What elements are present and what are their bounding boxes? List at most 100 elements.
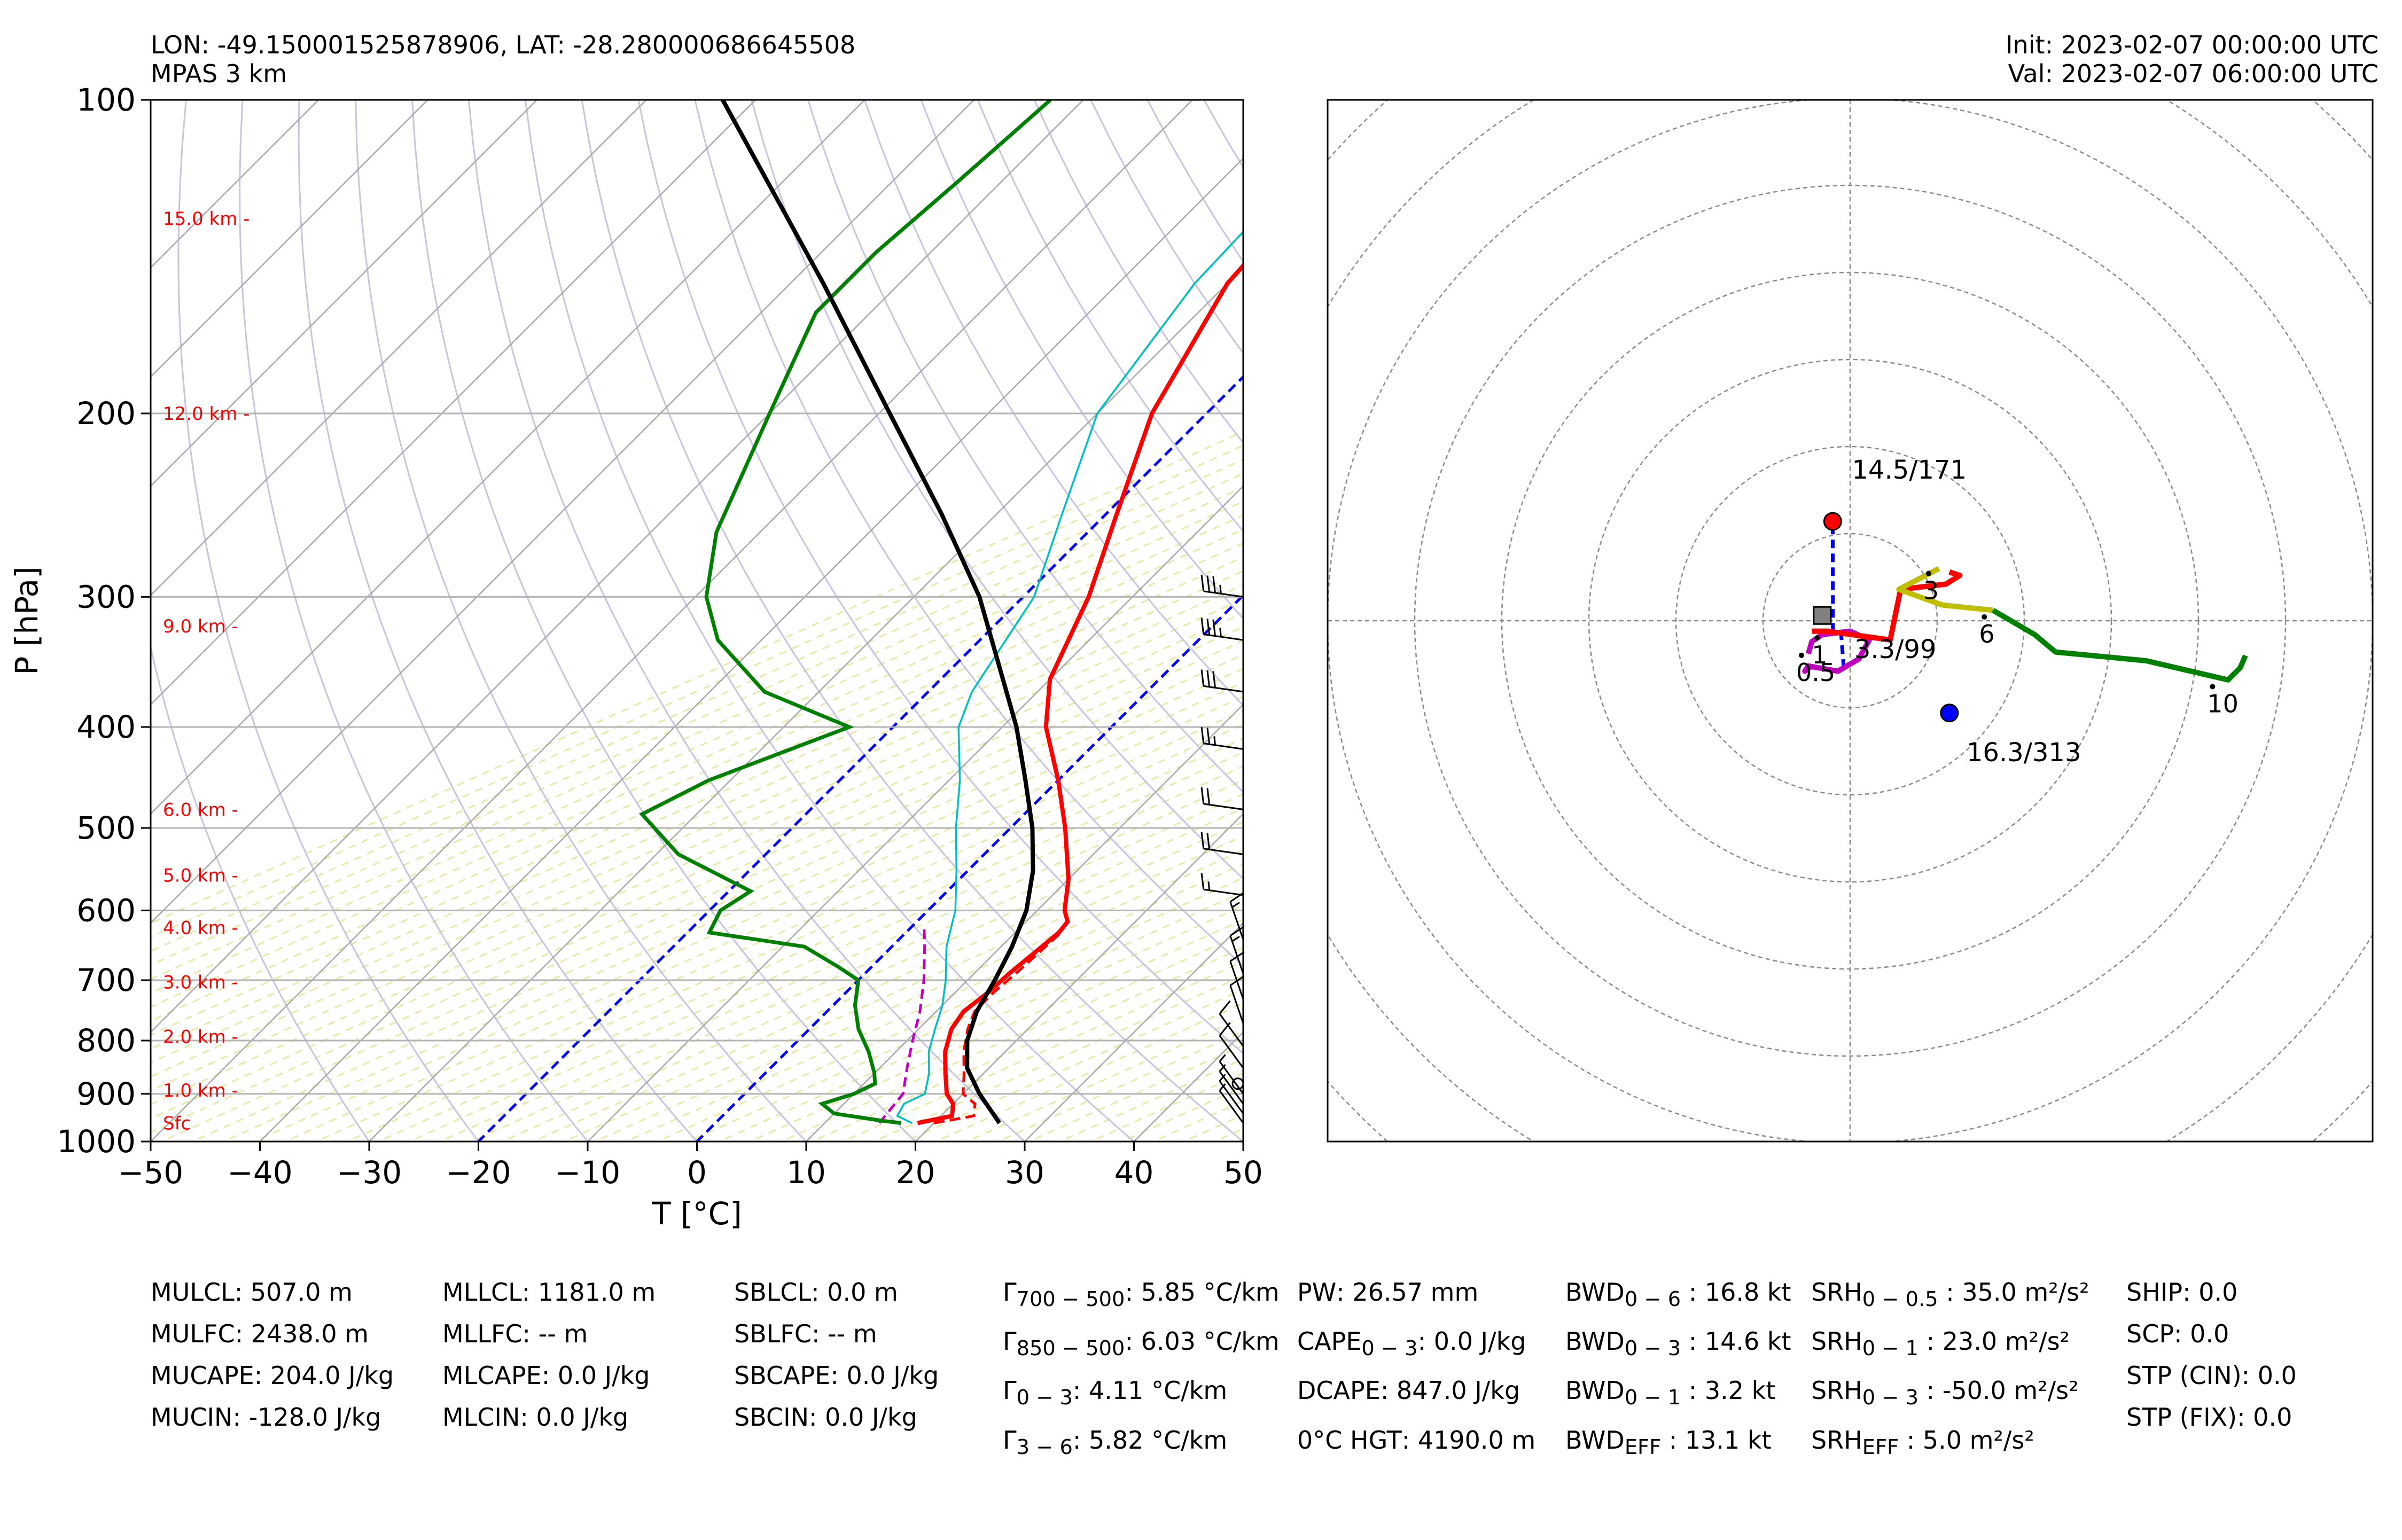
hodo-height-dot <box>1814 635 1820 641</box>
wind-barb <box>1229 926 1245 974</box>
mixing-ratio-line <box>965 1016 1243 1142</box>
index-value: MLLCL: 1181.0 m <box>442 1278 656 1307</box>
y-tick-label: 800 <box>76 1022 136 1059</box>
mixing-ratio-line <box>1399 84 2402 1310</box>
y-tick-label: 500 <box>76 810 136 846</box>
isotherm <box>151 100 1194 1142</box>
mixing-ratio-line <box>562 835 1243 1142</box>
x-axis-label: T [°C] <box>651 1195 742 1232</box>
isotherm-highlight <box>695 593 1243 1142</box>
mixing-ratio-line <box>314 723 1243 1142</box>
dry-adiabat <box>355 100 807 1142</box>
mixing-ratio-line <box>151 640 1243 1133</box>
mixing-ratio-line <box>151 584 1243 1078</box>
mixing-ratio-line <box>655 877 1243 1142</box>
skewt-plot: 15.0 km -12.0 km -9.0 km -6.0 km -5.0 km… <box>9 82 2402 1310</box>
index-value: BWD0 − 6 : 16.8 kt <box>1565 1278 1791 1312</box>
mixing-ratio-line <box>151 514 1243 1008</box>
hodo-height-dot <box>2210 684 2216 690</box>
dry-adiabat <box>807 100 1243 793</box>
mixing-ratio-line <box>1492 84 2402 1310</box>
x-tick-label: 0 <box>687 1154 707 1191</box>
isotherm <box>151 100 648 597</box>
indices-col-4: Γ700 − 500: 5.85 °C/km Γ850 − 500: 6.03 … <box>1003 1271 1280 1468</box>
dry-adiabat <box>524 100 1135 1142</box>
mixing-ratio-line <box>996 1030 1243 1142</box>
hodo-height-label: 6 <box>1979 620 1994 648</box>
hodo-ring <box>1588 358 2112 883</box>
skewt-grid <box>151 84 2402 1310</box>
barb-flag <box>1200 873 1205 890</box>
wind-barb <box>1200 669 1244 693</box>
mixing-ratio-line <box>1058 84 2402 1310</box>
index-value: CAPE0 − 3: 0.0 J/kg <box>1297 1327 1526 1361</box>
indices-panel: MULCL: 507.0 m MULFC: 2438.0 m MUCAPE: 2… <box>0 1271 2402 1459</box>
index-value: STP (CIN): 0.0 <box>2126 1361 2297 1390</box>
hodo-marker-label: 14.5/171 <box>1852 455 1967 485</box>
isotherm-highlight <box>476 374 1243 1142</box>
index-value: 0°C HGT: 4190.0 m <box>1297 1425 1536 1455</box>
index-value: SRH0 − 1 : 23.0 m²/s² <box>1811 1327 2070 1361</box>
hodo-height-label: 3 <box>1923 576 1939 605</box>
mixing-ratio-line <box>1027 84 2402 1310</box>
hodograph-grid <box>1328 100 2373 1142</box>
isotherm <box>1024 922 1243 1142</box>
barb-flag <box>1206 728 1211 745</box>
hodo-height-dot <box>1982 614 1987 620</box>
dry-adiabat <box>298 100 698 1142</box>
header-left: LON: -49.150001525878906, LAT: -28.28000… <box>151 30 855 88</box>
index-value: MULCL: 507.0 m <box>151 1278 353 1307</box>
height-label: 1.0 km - <box>163 1080 238 1101</box>
hodo-height-label: 0.5 <box>1796 658 1835 687</box>
init-time-label: Init: 2023-02-07 00:00:00 UTC <box>2005 30 2378 59</box>
mixing-ratio-line <box>934 84 2402 1310</box>
mixing-ratio-line <box>345 737 1243 1142</box>
dry-adiabat <box>977 100 1243 533</box>
indices-col-7: SRH0 − 0.5 : 35.0 m²/s² SRH0 − 1 : 23.0 … <box>1811 1271 2089 1468</box>
isotherm <box>151 100 319 269</box>
wind-barb <box>1219 1083 1244 1124</box>
barb-half <box>1207 881 1211 890</box>
index-value: PW: 26.57 mm <box>1297 1278 1479 1307</box>
mixing-ratio-line <box>151 626 1243 1120</box>
index-value: Γ850 − 500: 6.03 °C/km <box>1003 1327 1280 1361</box>
barb-half <box>1219 628 1222 637</box>
mixing-ratio-line <box>1089 84 2402 1310</box>
skewt-profiles <box>638 100 1243 1125</box>
dry-adiabat <box>751 100 1243 880</box>
index-value: SBLFC: -- m <box>734 1319 877 1348</box>
mixing-ratio-line <box>151 570 1243 1064</box>
index-value: SBLCL: 0.0 m <box>734 1278 898 1307</box>
index-value: SCP: 0.0 <box>2126 1319 2229 1348</box>
mixing-ratio-line <box>779 933 1243 1142</box>
mixing-ratio-line <box>872 84 2402 1310</box>
wind-barb <box>1200 574 1244 598</box>
barb-staff <box>1219 1081 1244 1114</box>
dry-adiabat <box>581 100 1243 1142</box>
wind-barb <box>1200 787 1244 810</box>
y-tick-label: 200 <box>76 395 136 432</box>
isotherm <box>805 703 1243 1142</box>
storm-motion-vector <box>1839 631 1846 667</box>
wind-barb <box>1219 1064 1244 1105</box>
wind-barb <box>1219 1074 1244 1114</box>
barb-staff <box>1229 961 1244 999</box>
x-tick-label: −30 <box>337 1154 402 1191</box>
barb-staff <box>1229 935 1244 974</box>
index-value: MLLFC: -- m <box>442 1319 588 1348</box>
mixing-ratio-line <box>1058 1058 1243 1142</box>
isotherm <box>1133 1031 1243 1142</box>
barb-half <box>1219 1064 1226 1072</box>
barb-flag <box>1206 670 1211 687</box>
index-value: SRH0 − 3 : -50.0 m²/s² <box>1811 1376 2079 1410</box>
height-label: 4.0 km - <box>163 917 238 939</box>
index-value: BWDEFF : 13.1 kt <box>1565 1425 1772 1459</box>
location-label: LON: -49.150001525878906, LAT: -28.28000… <box>151 30 856 59</box>
y-axis-label: P [hPa] <box>9 566 45 675</box>
dry-adiabat <box>411 100 916 1142</box>
isotherm <box>259 157 1243 1142</box>
isotherm <box>151 100 1085 1034</box>
barb-flag <box>1212 619 1216 636</box>
mixing-ratio-line <box>376 751 1243 1142</box>
wind-barb <box>1200 617 1244 641</box>
